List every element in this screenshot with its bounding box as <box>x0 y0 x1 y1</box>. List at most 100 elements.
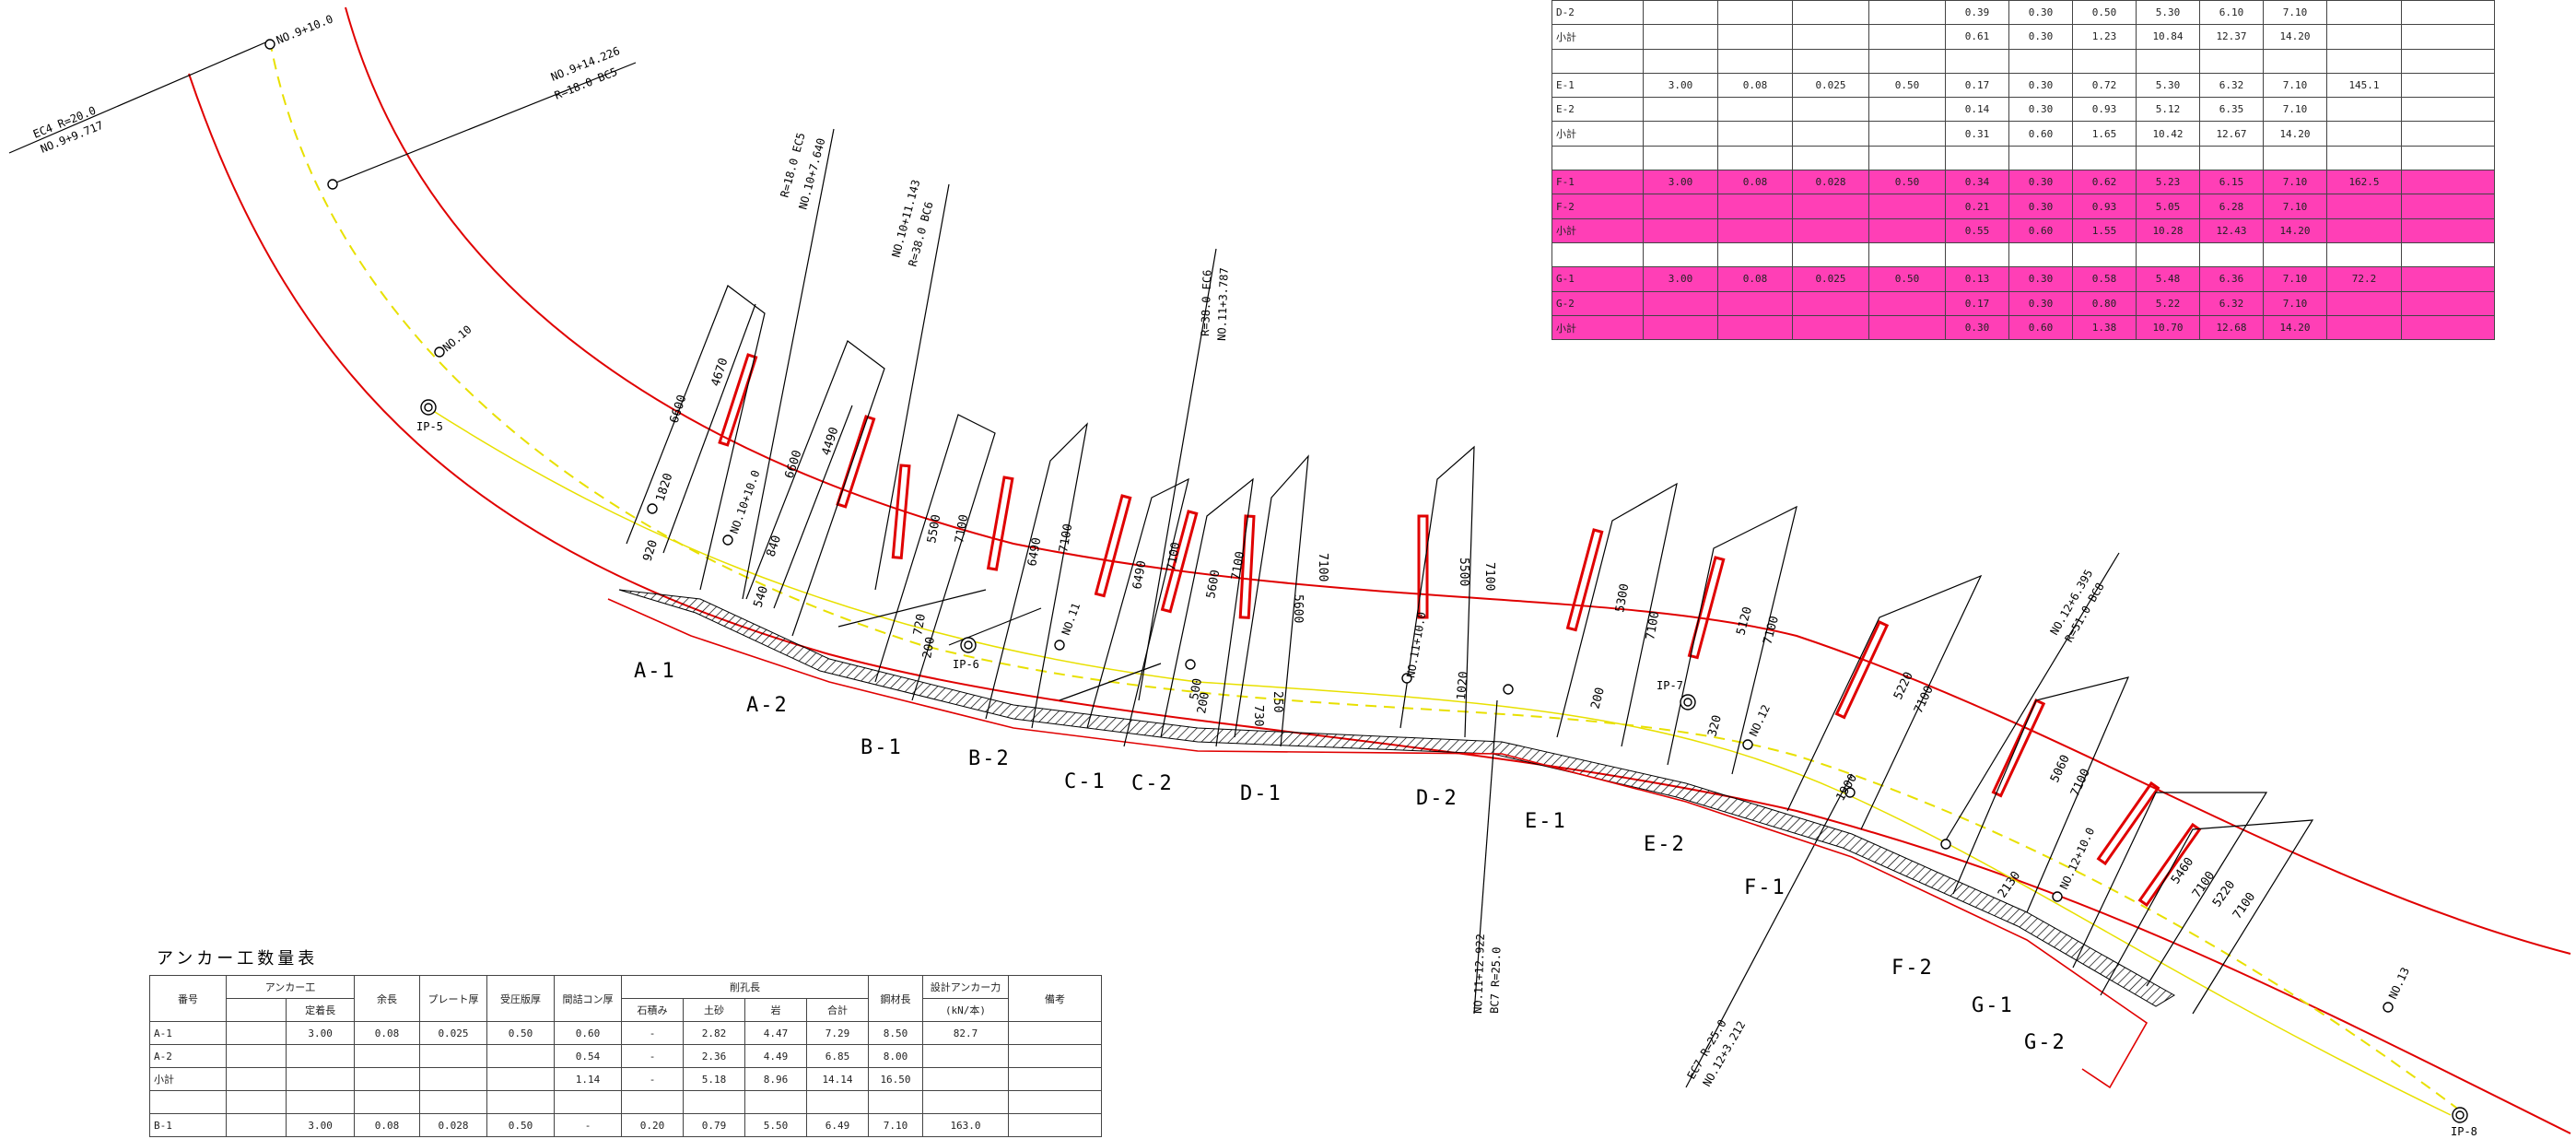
dim-label: 7100 <box>1229 550 1247 581</box>
table-cell: A-2 <box>149 1044 227 1068</box>
table-cell <box>1643 194 1718 219</box>
table-cell <box>1792 48 1869 74</box>
table-cell: 6.10 <box>2199 0 2264 26</box>
table-cell: 5.50 <box>744 1113 807 1137</box>
table-cell: 0.39 <box>1945 0 2009 26</box>
table-cell <box>1717 121 1793 147</box>
curve-label: NO.11+3.787 <box>1215 267 1231 341</box>
header-cell: 土砂 <box>683 998 745 1022</box>
header-cell: プレート厚 <box>419 975 487 1022</box>
table-cell <box>2401 145 2495 171</box>
table-cell: 163.0 <box>922 1113 1009 1137</box>
table-cell <box>1792 24 1869 50</box>
station-label: NO.11+10.0 <box>1404 611 1428 679</box>
road-outer-edge <box>188 73 2571 1134</box>
table-cell: 0.08 <box>354 1113 420 1137</box>
dim-label: 7100 <box>1316 553 1329 581</box>
section-label: D-1 <box>1240 782 1282 805</box>
table-cell: 7.10 <box>2263 266 2327 292</box>
table-cell <box>2008 48 2073 74</box>
table-cell <box>2326 241 2402 268</box>
table-cell <box>1551 145 1644 171</box>
table-cell: 小計 <box>149 1067 227 1091</box>
table-cell <box>1792 0 1869 26</box>
table-cell: 0.08 <box>354 1021 420 1045</box>
table-cell: 1.38 <box>2072 314 2137 341</box>
table-cell: 0.50 <box>2072 0 2137 26</box>
table-cell: 0.60 <box>2008 314 2073 341</box>
table-cell <box>922 1067 1009 1091</box>
table-cell: 72.2 <box>2326 266 2402 292</box>
table-cell <box>1008 1044 1102 1068</box>
table-row: A-1 3.00 0.08 0.025 0.50 0.60-2.82 4.47 7.29 8.5… <box>149 1021 1102 1045</box>
table-cell: 3.00 <box>286 1113 355 1137</box>
table-cell: - <box>621 1021 684 1045</box>
table-cell: 0.54 <box>554 1044 622 1068</box>
table-row: A-2 0.54-2.36 4.49 6.85 8.00 <box>149 1044 1102 1068</box>
table-cell <box>2401 72 2495 99</box>
table-cell <box>2326 194 2402 219</box>
table-cell: D-2 <box>1551 0 1644 26</box>
station-label: NO.13 <box>2386 966 2412 1002</box>
table-row: F-1 3.00 0.08 0.028 0.50 0.34 0.30 0.62 5.23 6.15… <box>1551 170 2495 195</box>
table-row: F-2 0.21 0.30 0.93 5.05 6.28 7.10 <box>1551 194 2495 219</box>
section-lines <box>626 285 2314 1015</box>
dim-label: 720 <box>911 613 929 637</box>
table-cell: 14.20 <box>2263 24 2327 50</box>
table-cell: 6.85 <box>806 1044 869 1068</box>
table-cell: 7.10 <box>2263 72 2327 99</box>
curve-label: NO.11+12.922 <box>1471 934 1487 1014</box>
table-cell: 0.34 <box>1945 170 2009 195</box>
table-cell <box>1643 145 1718 171</box>
dim-label: 7100 <box>1482 562 1496 591</box>
table-cell: G-2 <box>1551 290 1644 316</box>
table-cell: 7.29 <box>806 1021 869 1045</box>
dim-label: 5500 <box>1457 558 1470 586</box>
table-cell: 3.00 <box>1643 72 1718 99</box>
table-cell <box>1717 290 1793 316</box>
table-cell <box>2401 194 2495 219</box>
road-centerline <box>269 40 2461 1111</box>
table-cell: 162.5 <box>2326 170 2402 195</box>
table-cell: 0.028 <box>1792 170 1869 195</box>
station-markers <box>264 39 2394 1013</box>
table-cell: 0.72 <box>2072 72 2137 99</box>
table-row: 小計 0.55 0.60 1.55 10.28 12.43 14.20 <box>1551 217 2495 243</box>
table-cell: 5.05 <box>2136 194 2200 219</box>
table-cell <box>354 1067 420 1091</box>
table-cell <box>2072 48 2137 74</box>
table-cell <box>1792 145 1869 171</box>
table-cell: 0.79 <box>683 1113 745 1137</box>
table-cell <box>2326 24 2402 50</box>
table-cell <box>1868 48 1946 74</box>
anchor-data-table-continued: D-2 0.39 0.30 0.50 5.30 6.10 7.10 小計 0.61 0.30 1.2… <box>1551 0 2495 341</box>
table-cell: 0.30 <box>2008 0 2073 26</box>
curve-label: R=38.0 EC6 <box>1199 269 1214 336</box>
station-label: NO.12+10.0 <box>2057 826 2097 891</box>
ip-label-8: IP-8 <box>2451 1125 2477 1138</box>
table-cell <box>1551 241 1644 268</box>
table-cell <box>1868 0 1946 26</box>
table-cell: 4.49 <box>744 1044 807 1068</box>
table-cell: 10.28 <box>2136 217 2200 243</box>
table-cell: 8.50 <box>868 1021 923 1045</box>
table-cell: 0.55 <box>1945 217 2009 243</box>
dim-label: 5500 <box>925 513 943 544</box>
table-cell <box>486 1067 555 1091</box>
dim-label: 7100 <box>2231 890 2258 922</box>
table-cell <box>149 1090 227 1114</box>
ip-markers <box>420 399 2468 1123</box>
table-cell: 小計 <box>1551 217 1644 243</box>
table-cell: 0.60 <box>554 1021 622 1045</box>
table-cell <box>1008 1067 1102 1091</box>
table-cell <box>2401 314 2495 341</box>
table-cell <box>2326 97 2402 123</box>
curve-label: BC7 R=25.0 <box>1488 946 1504 1014</box>
table-cell <box>1717 217 1793 243</box>
table-cell <box>1868 217 1946 243</box>
table-cell <box>225 1113 287 1137</box>
table-cell: 0.025 <box>1792 72 1869 99</box>
table-cell: 5.12 <box>2136 97 2200 123</box>
table-cell: 7.10 <box>2263 194 2327 219</box>
header-cell: 岩 <box>744 998 807 1022</box>
